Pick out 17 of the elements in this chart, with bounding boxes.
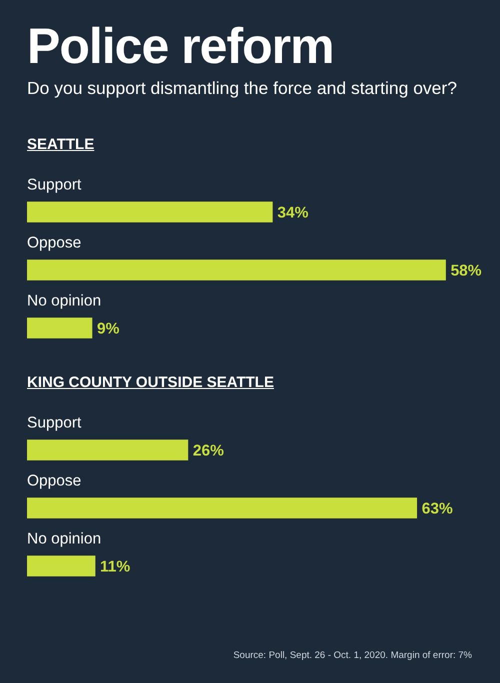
text: Police reform [26, 17, 335, 74]
data-label: 63% [422, 500, 453, 518]
category-label: Oppose [27, 472, 82, 490]
category-label: Oppose [27, 234, 82, 252]
data-label: 11% [100, 558, 130, 576]
category-label: Support [27, 176, 82, 194]
text: Do you support dismantling the force and starting over? [27, 78, 457, 99]
chart-title: KING COUNTY OUTSIDE SEATTLE [27, 374, 275, 391]
data-label: 58% [450, 262, 482, 280]
category-label: Support [27, 414, 82, 432]
chart-title: SEATTLE [27, 136, 96, 153]
data-label: 9% [96, 320, 120, 338]
category-label: No opinion [27, 530, 102, 548]
data-label: 34% [277, 204, 309, 222]
category-label: No opinion [27, 292, 102, 310]
data-label: 26% [192, 442, 224, 460]
source-note: Source: Poll, Sept. 26 - Oct. 1, 2020. Margin of error: 7% [233, 650, 472, 661]
